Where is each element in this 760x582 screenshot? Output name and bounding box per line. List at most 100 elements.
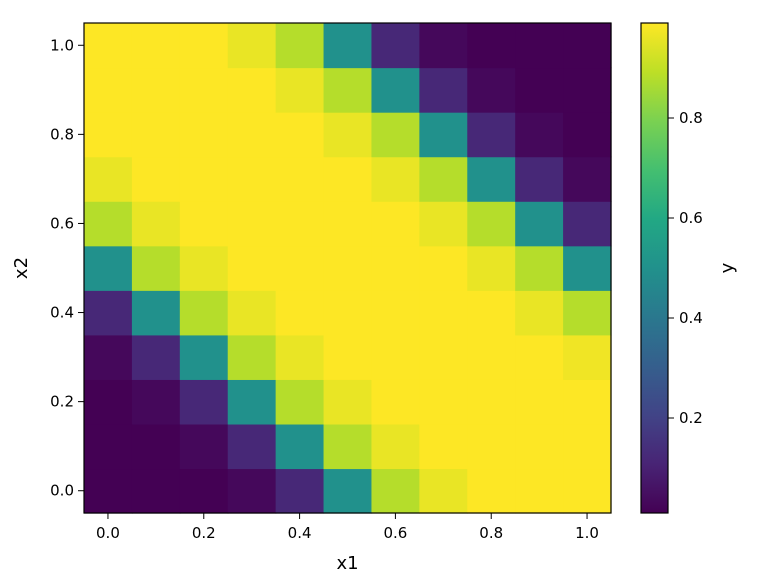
heatmap-cell: [84, 290, 133, 336]
heatmap-cell: [323, 201, 373, 247]
heatmap-cell: [227, 23, 277, 69]
y-tick-label: 1.0: [50, 36, 74, 54]
heatmap-cell: [563, 23, 612, 69]
y-axis-ticks: 0.0 0.2 0.4 0.6 0.8 1.0: [50, 36, 84, 500]
colorbar-tick-label: 0.6: [679, 209, 703, 227]
heatmap-cell: [84, 334, 133, 380]
heatmap-cell: [227, 245, 277, 291]
x-axis-ticks: 0.0 0.2 0.4 0.6 0.8 1.0: [96, 513, 599, 542]
colorbar-tick-label: 0.2: [679, 409, 703, 427]
heatmap-cell: [131, 468, 181, 514]
heatmap-cell: [227, 379, 277, 425]
heatmap-cell: [179, 468, 229, 514]
heatmap-cell: [323, 245, 373, 291]
heatmap-cell: [275, 112, 325, 158]
heatmap-cell: [515, 468, 564, 514]
heatmap-cell: [323, 290, 373, 336]
colorbar-tick-label: 0.8: [679, 109, 703, 127]
heatmap-cell: [467, 201, 516, 247]
heatmap-cell: [131, 112, 181, 158]
heatmap-cell: [84, 245, 133, 291]
heatmap-cell: [179, 23, 229, 69]
heatmap-cell: [323, 23, 373, 69]
heatmap-cell: [515, 112, 564, 158]
y-tick-label: 0.6: [50, 214, 74, 232]
colorbar-tick-label: 0.4: [679, 309, 703, 327]
heatmap-cell: [275, 245, 325, 291]
heatmap-cell: [419, 23, 468, 69]
heatmap-cell: [275, 468, 325, 514]
heatmap-cell: [84, 468, 133, 514]
heatmap-cell: [227, 67, 277, 113]
heatmap-cell: [371, 156, 420, 202]
heatmap-cell: [275, 379, 325, 425]
colorbar: [640, 22, 669, 514]
heatmap-cell: [515, 23, 564, 69]
heatmap-cell: [515, 290, 564, 336]
y-axis-label: x2: [11, 257, 32, 279]
heatmap-cell: [563, 290, 612, 336]
x-tick-label: 0.6: [383, 524, 407, 542]
heatmap-cell: [275, 23, 325, 69]
heatmap-cell: [131, 67, 181, 113]
x-tick-label: 0.8: [479, 524, 503, 542]
heatmap-cell: [179, 156, 229, 202]
heatmap-cell: [515, 423, 564, 470]
y-tick-label: 0.4: [50, 304, 74, 322]
heatmap-cell: [467, 334, 516, 380]
heatmap-cell: [563, 423, 612, 470]
heatmap-cell: [275, 201, 325, 247]
heatmap-cell: [227, 201, 277, 247]
heatmap-cell: [227, 112, 277, 158]
heatmap-cell: [131, 423, 181, 470]
heatmap-cell: [371, 245, 420, 291]
heatmap-cell: [227, 468, 277, 514]
heatmap-cell: [275, 423, 325, 470]
x-tick-label: 1.0: [575, 524, 599, 542]
heatmap-cell: [563, 156, 612, 202]
heatmap-cell: [84, 23, 133, 69]
heatmap-cell: [227, 290, 277, 336]
heatmap-cell: [84, 156, 133, 202]
heatmap-cell: [467, 290, 516, 336]
heatmap-cell: [131, 201, 181, 247]
heatmap-cell: [131, 245, 181, 291]
heatmap-cell: [371, 23, 420, 69]
heatmap-cell: [179, 290, 229, 336]
heatmap-cell: [467, 112, 516, 158]
heatmap-cell: [323, 112, 373, 158]
heatmap-cell: [467, 23, 516, 69]
heatmap-cell: [563, 201, 612, 247]
heatmap-cell: [84, 423, 133, 470]
heatmap-cell: [467, 379, 516, 425]
heatmap-cell: [515, 156, 564, 202]
heatmap-cell: [419, 67, 468, 113]
heatmap-cell: [515, 379, 564, 425]
heatmap-cell: [227, 423, 277, 470]
y-tick-label: 0.0: [50, 482, 74, 500]
heatmap-cell: [371, 334, 420, 380]
heatmap-cell: [515, 67, 564, 113]
heatmap-cell: [84, 67, 133, 113]
heatmap-cell: [563, 112, 612, 158]
heatmap-cell: [419, 423, 468, 470]
heatmap-cell: [467, 156, 516, 202]
heatmap-cell: [131, 290, 181, 336]
x-tick-label: 0.0: [96, 524, 120, 542]
heatmap-cell: [179, 334, 229, 380]
heatmap-cell: [467, 423, 516, 470]
x-tick-label: 0.4: [288, 524, 312, 542]
heatmap-cell: [371, 112, 420, 158]
heatmap-cell: [131, 334, 181, 380]
heatmap-cell: [563, 334, 612, 380]
heatmap-cell: [515, 334, 564, 380]
heatmap-cell: [131, 23, 181, 69]
heatmap-cell: [323, 379, 373, 425]
heatmap-cell: [84, 112, 133, 158]
heatmap-cell: [419, 156, 468, 202]
heatmap-cell: [84, 201, 133, 247]
heatmap-cell: [419, 379, 468, 425]
heatmap-cell: [179, 379, 229, 425]
heatmap-cell: [275, 67, 325, 113]
